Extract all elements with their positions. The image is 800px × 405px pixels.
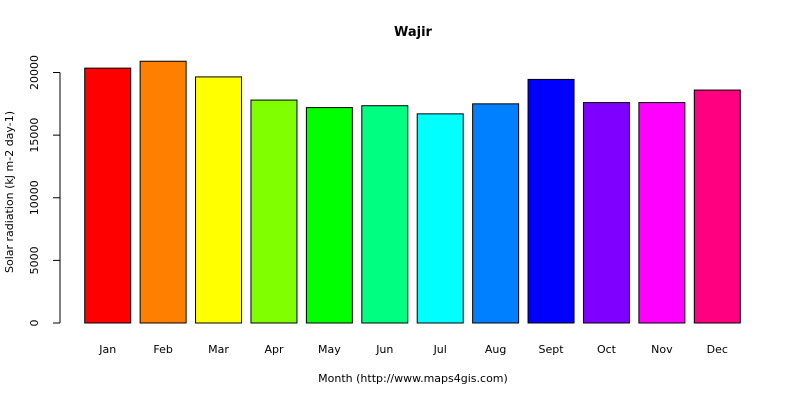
x-tick-labels: Jan Feb Mar Apr May Jun Jul Aug Sept Oct Nov Dec <box>98 343 728 356</box>
x-tick-label: Jul <box>433 343 447 356</box>
x-tick-label: Feb <box>153 343 172 356</box>
bar-may <box>305 107 353 324</box>
bar-aug <box>472 103 520 324</box>
x-tick-label: May <box>318 343 341 356</box>
bar-dec <box>693 89 741 324</box>
x-tick-label: Oct <box>597 343 617 356</box>
bar-jun <box>361 105 409 324</box>
x-tick-label: Aug <box>485 343 506 356</box>
bar-nov <box>638 102 686 324</box>
chart-title: Wajir <box>394 25 433 40</box>
x-tick-label: Jun <box>375 343 393 356</box>
bar-oct <box>582 102 630 324</box>
y-tick-label: 5000 <box>28 246 41 274</box>
bar-feb <box>139 60 187 324</box>
bar-jul <box>416 113 464 324</box>
y-tick-label: 0 <box>28 320 41 327</box>
x-tick-label: Mar <box>208 343 229 356</box>
bar-jan <box>84 67 132 324</box>
y-axis-label: Solar radiation (kJ m-2 day-1) <box>3 111 16 273</box>
bars-group <box>84 60 741 324</box>
y-axis: 0 5000 10000 15000 20000 <box>28 55 61 327</box>
x-tick-label: Apr <box>264 343 284 356</box>
x-tick-label: Dec <box>707 343 728 356</box>
y-tick-label: 10000 <box>28 180 41 215</box>
x-tick-label: Jan <box>98 343 116 356</box>
bar-sept <box>527 78 575 324</box>
x-tick-label: Sept <box>539 343 565 356</box>
y-tick-label: 15000 <box>28 118 41 153</box>
x-axis-label: Month (http://www.maps4gis.com) <box>318 372 508 385</box>
y-tick-label: 20000 <box>28 55 41 90</box>
bar-apr <box>250 99 298 324</box>
bar-mar <box>195 76 243 324</box>
x-tick-label: Nov <box>651 343 673 356</box>
